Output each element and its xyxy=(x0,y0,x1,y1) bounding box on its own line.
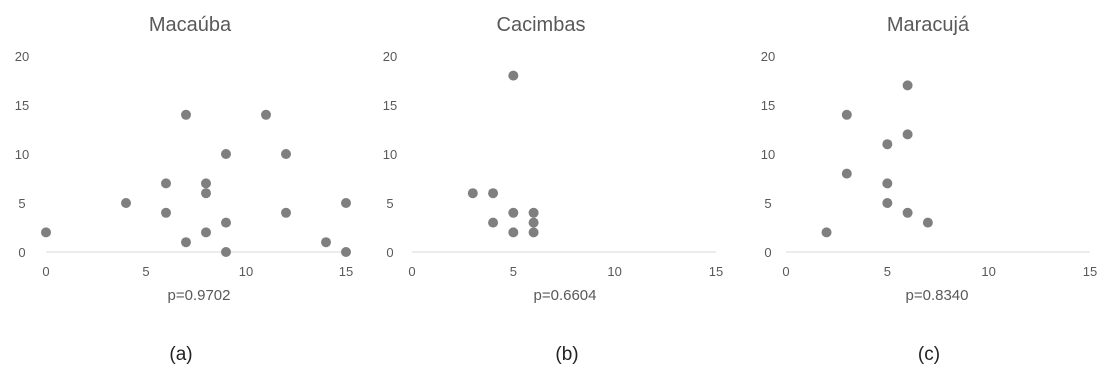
y-tick-label: 15 xyxy=(761,98,775,113)
data-point xyxy=(902,80,913,91)
data-point xyxy=(281,149,291,159)
data-point xyxy=(341,247,351,257)
y-tick-label: 10 xyxy=(383,147,397,162)
data-point xyxy=(841,168,852,179)
data-point xyxy=(528,227,539,238)
data-point xyxy=(882,198,893,208)
data-point xyxy=(221,149,231,159)
data-point xyxy=(161,178,171,189)
y-tick-label: 5 xyxy=(764,196,771,211)
data-point xyxy=(902,207,913,218)
panel-caption: (b) xyxy=(555,344,578,365)
y-tick-label: 20 xyxy=(383,49,397,64)
y-tick-label: 20 xyxy=(761,49,775,64)
p-value-annotation: p=0.9702 xyxy=(168,287,231,304)
data-point xyxy=(281,207,291,218)
data-point xyxy=(341,198,351,208)
data-point xyxy=(882,139,893,150)
data-point xyxy=(488,217,499,228)
data-point xyxy=(201,188,211,199)
data-point xyxy=(508,227,519,238)
y-tick-label: 0 xyxy=(18,245,25,260)
data-point xyxy=(508,207,519,218)
data-point xyxy=(221,247,231,257)
chart-title: Cacimbas xyxy=(497,14,586,36)
data-point xyxy=(41,227,51,238)
data-point xyxy=(902,129,913,140)
data-point xyxy=(467,188,478,199)
x-tick-labels: 0 5 10 15 xyxy=(42,264,353,279)
x-tick-label: 0 xyxy=(42,264,49,279)
data-point xyxy=(161,207,171,218)
data-point xyxy=(882,178,893,189)
data-point xyxy=(321,237,331,248)
x-tick-label: 0 xyxy=(782,264,789,279)
x-tick-label: 5 xyxy=(142,264,149,279)
panel-b: Cacimbas 0 5 10 15 20 0 5 10 15 p=0.6604 (b) xyxy=(383,14,723,365)
y-tick-label: 15 xyxy=(15,98,29,113)
x-tick-label: 5 xyxy=(884,264,891,279)
data-points xyxy=(467,70,539,238)
x-tick-label: 15 xyxy=(1083,264,1097,279)
data-point xyxy=(121,198,131,208)
data-point xyxy=(841,109,852,120)
y-tick-label: 10 xyxy=(761,147,775,162)
x-tick-label: 10 xyxy=(981,264,995,279)
data-point xyxy=(201,227,211,238)
data-point xyxy=(181,237,191,248)
panel-c: Maracujá 0 5 10 15 20 0 5 10 15 p=0.8340 (c) xyxy=(761,14,1097,365)
y-tick-label: 5 xyxy=(18,196,25,211)
chart-title: Maracujá xyxy=(887,14,970,36)
data-point xyxy=(488,188,499,199)
x-tick-label: 5 xyxy=(510,264,517,279)
data-point xyxy=(922,217,933,228)
data-point xyxy=(528,207,539,218)
y-tick-label: 10 xyxy=(15,147,29,162)
p-value-annotation: p=0.6604 xyxy=(534,287,597,304)
panel-a: Macaúba 0 5 10 15 20 0 5 10 15 p=0.9702 (a) xyxy=(15,14,353,365)
x-tick-label: 0 xyxy=(408,264,415,279)
x-tick-label: 10 xyxy=(607,264,621,279)
y-tick-label: 5 xyxy=(386,196,393,211)
data-point xyxy=(261,109,271,120)
data-points xyxy=(821,80,933,238)
y-tick-labels: 0 5 10 15 20 xyxy=(761,49,775,260)
data-point xyxy=(821,227,832,238)
y-tick-label: 0 xyxy=(764,245,771,260)
p-value-annotation: p=0.8340 xyxy=(906,287,969,304)
y-tick-label: 15 xyxy=(383,98,397,113)
data-point xyxy=(528,217,539,228)
panel-caption: (c) xyxy=(918,344,940,365)
y-tick-label: 20 xyxy=(15,49,29,64)
data-point xyxy=(221,217,231,228)
data-points xyxy=(41,109,351,257)
x-tick-label: 15 xyxy=(709,264,723,279)
chart-title: Macaúba xyxy=(149,14,232,36)
y-tick-labels: 0 5 10 15 20 xyxy=(15,49,29,260)
x-tick-labels: 0 5 10 15 xyxy=(782,264,1097,279)
x-tick-labels: 0 5 10 15 xyxy=(408,264,723,279)
x-tick-label: 10 xyxy=(239,264,253,279)
x-tick-label: 15 xyxy=(339,264,353,279)
data-point xyxy=(181,109,191,120)
panel-caption: (a) xyxy=(169,344,192,365)
data-point xyxy=(508,70,519,81)
y-tick-labels: 0 5 10 15 20 xyxy=(383,49,397,260)
data-point xyxy=(201,178,211,189)
y-tick-label: 0 xyxy=(386,245,393,260)
